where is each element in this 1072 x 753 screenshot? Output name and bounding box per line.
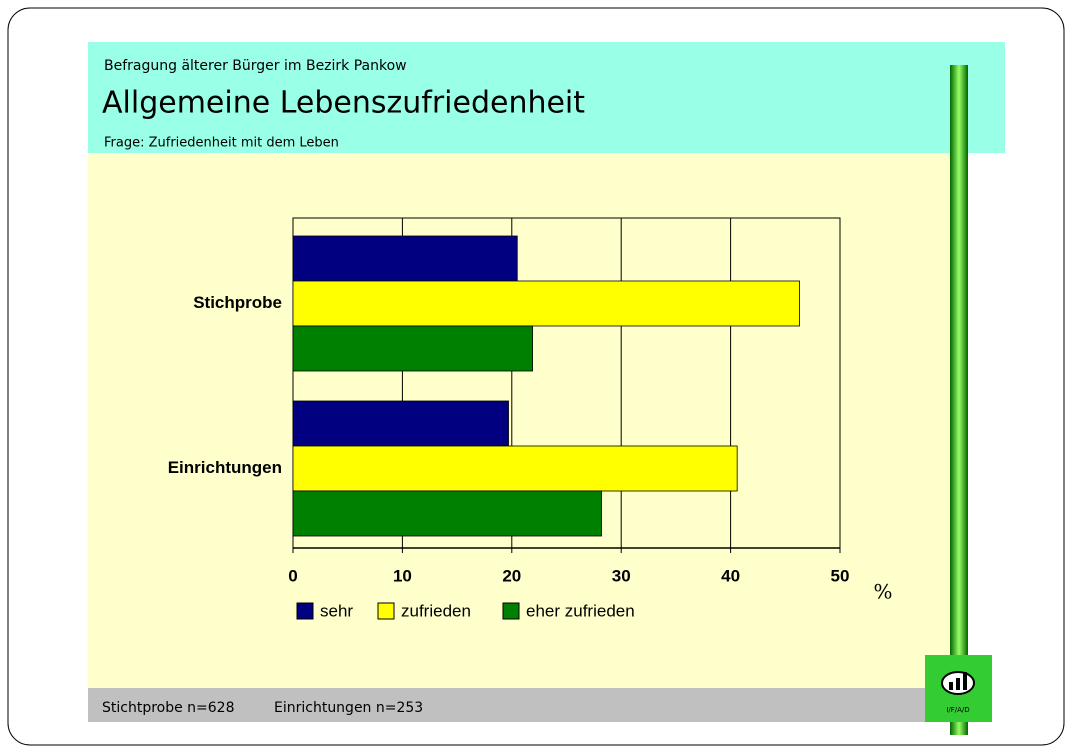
- header-band: [88, 42, 1005, 153]
- bar: [292, 490, 602, 537]
- bar: [292, 235, 518, 282]
- logo-text: I/F/A/D: [946, 706, 969, 714]
- y-tick-label: Stichprobe: [193, 293, 282, 312]
- footer-text: Einrichtungen n=253: [274, 700, 423, 716]
- logo-icon: [949, 682, 953, 690]
- bar: [292, 445, 738, 492]
- side-bar: [950, 65, 968, 735]
- x-tick-label: 50: [831, 566, 850, 585]
- subtitle: Frage: Zufriedenheit mit dem Leben: [104, 136, 339, 151]
- bar: [292, 400, 509, 447]
- x-tick-label: 30: [612, 566, 631, 585]
- logo-icon: [956, 678, 960, 690]
- footer-band: [88, 688, 990, 722]
- legend-swatch: [502, 602, 520, 620]
- x-tick-label: 10: [393, 566, 412, 585]
- header: Befragung älterer Bürger im Bezirk Panko…: [104, 58, 407, 74]
- legend-label: zufrieden: [401, 601, 471, 620]
- logo-icon: [963, 672, 967, 690]
- footer-text: Stichtprobe n=628: [102, 700, 235, 716]
- bar: [292, 325, 533, 372]
- legend-swatch: [296, 602, 314, 620]
- bar: [292, 280, 800, 327]
- y-tick-label: Einrichtungen: [168, 458, 282, 477]
- x-tick-label: 0: [288, 566, 297, 585]
- x-tick-label: 40: [721, 566, 740, 585]
- x-axis-label: %: [873, 580, 892, 604]
- legend-label: sehr: [320, 601, 353, 620]
- legend-label: eher zufrieden: [526, 601, 635, 620]
- x-tick-label: 20: [502, 566, 521, 585]
- legend-swatch: [377, 602, 395, 620]
- chart-title: Allgemeine Lebenszufriedenheit: [102, 86, 585, 121]
